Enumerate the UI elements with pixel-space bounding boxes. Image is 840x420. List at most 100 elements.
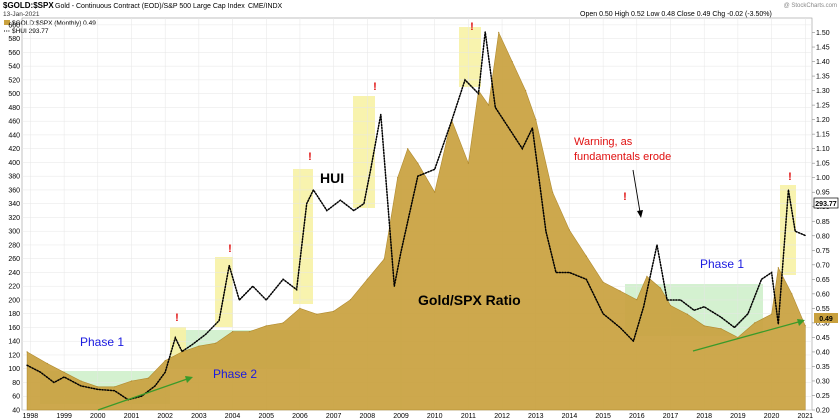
trend-arrowhead-right	[797, 319, 805, 326]
label-warning-line2: fundamentals erode	[574, 151, 671, 163]
right-tick-label: 0.30	[816, 378, 830, 385]
ratio-point	[669, 304, 672, 307]
exclamation-2016: !	[623, 191, 627, 203]
x-tick-label: 2000	[90, 413, 106, 420]
right-tick-label: 0.80	[816, 233, 830, 240]
trend-arrowhead-left	[185, 376, 193, 383]
hui-line	[26, 31, 807, 401]
ratio-point	[777, 267, 779, 269]
label-hui: HUI	[320, 170, 344, 186]
left-tick-label: 520	[8, 77, 20, 84]
ratio-point	[602, 281, 604, 283]
right-tick-label: 0.50	[816, 320, 830, 327]
x-tick-label: 2014	[562, 413, 578, 420]
left-tick-label: 300	[8, 229, 20, 236]
hui-point	[312, 189, 314, 191]
hui-point	[632, 340, 634, 342]
hui-point	[181, 351, 183, 352]
ratio-point	[198, 345, 200, 347]
last-value-hui-tag: 293.77	[813, 197, 839, 209]
hui-point	[656, 244, 658, 246]
hui-point	[545, 230, 547, 232]
exclamation-marks: ! ! ! ! ! ! !	[175, 21, 792, 324]
right-tick-label: 1.00	[816, 175, 830, 182]
hui-point	[282, 278, 284, 280]
ratio-point	[63, 371, 65, 373]
x-tick-label: 2007	[326, 413, 342, 420]
ratio-point	[147, 377, 149, 379]
warning-arrowhead	[637, 210, 643, 218]
x-tick-label: 2016	[629, 413, 645, 420]
left-tick-label: 120	[8, 352, 20, 359]
left-tick-label: 340	[8, 201, 20, 208]
ratio-point	[585, 255, 587, 257]
spike-box-2008	[353, 96, 375, 208]
ratio-point	[97, 386, 99, 388]
left-tick-label: 160	[8, 325, 20, 332]
right-tick-label: 1.20	[816, 117, 830, 124]
hui-point	[734, 327, 735, 328]
hui-point	[703, 306, 705, 308]
ratio-point	[535, 119, 537, 121]
ratio-point	[215, 342, 217, 344]
hui-point	[363, 203, 365, 205]
ratio-point	[434, 191, 436, 193]
ratio-point	[686, 313, 689, 315]
ratio-point	[498, 31, 500, 34]
ratio-point	[771, 313, 773, 315]
ratio-point	[659, 287, 662, 289]
exclamation-2011: !	[470, 21, 474, 33]
exclamation-2003: !	[228, 243, 232, 255]
last-value-ratio-tag: 0.49	[814, 313, 838, 323]
left-tick-label: 140	[8, 339, 20, 346]
label-warning-line1: Warning, as	[574, 136, 633, 148]
ratio-point	[333, 310, 335, 312]
right-tick-label: 1.15	[816, 132, 830, 139]
left-tick-label: 380	[8, 174, 20, 181]
exclamation-2005: !	[308, 151, 312, 163]
x-tick-label: 2012	[494, 413, 510, 420]
x-tick-label: 2010	[427, 413, 443, 420]
right-tick-label: 0.35	[816, 364, 830, 371]
right-tick-label: 1.25	[816, 103, 830, 110]
left-tick-label: 600	[8, 22, 20, 29]
x-tick-label: 2001	[124, 413, 140, 420]
hui-point	[296, 289, 298, 291]
hui-point	[339, 199, 341, 201]
hui-point	[585, 278, 587, 280]
hui-point	[747, 313, 749, 315]
left-tick-label: 560	[8, 50, 20, 57]
x-tick-label: 1998	[23, 413, 39, 420]
label-gold-spx-ratio: Gold/SPX Ratio	[418, 292, 521, 308]
left-tick-label: 280	[8, 242, 20, 249]
x-tick-label: 2015	[595, 413, 611, 420]
x-tick-label: 2017	[663, 413, 679, 420]
hui-point	[451, 120, 452, 122]
x-tick-label: 2013	[528, 413, 544, 420]
hui-point	[434, 168, 436, 170]
hui-point	[141, 395, 143, 397]
x-tick-label: 2006	[292, 413, 308, 420]
last-value-ratio: 0.49	[819, 316, 833, 323]
ratio-point	[488, 104, 490, 106]
right-tick-label: 0.75	[816, 248, 830, 255]
ratio-point	[552, 191, 554, 193]
hui-series	[26, 31, 807, 401]
hui-point	[63, 376, 65, 378]
hui-point	[306, 203, 308, 205]
chart-watermark: @ StockCharts.com	[784, 3, 837, 9]
ratio-point	[248, 331, 250, 333]
chart-date: 13-Jan-2021	[3, 11, 40, 18]
right-tick-label: 0.25	[816, 393, 830, 400]
ratio-point	[130, 380, 133, 382]
hui-point	[40, 371, 41, 373]
hui-point	[761, 278, 762, 280]
hui-point	[174, 337, 176, 339]
x-tick-label: 1999	[56, 413, 72, 420]
ratio-point	[511, 61, 513, 63]
hui-point	[777, 323, 779, 325]
right-tick-label: 0.40	[816, 349, 830, 356]
hui-point	[80, 385, 82, 387]
ratio-point	[316, 313, 318, 315]
right-tick-label: 0.65	[816, 277, 830, 284]
